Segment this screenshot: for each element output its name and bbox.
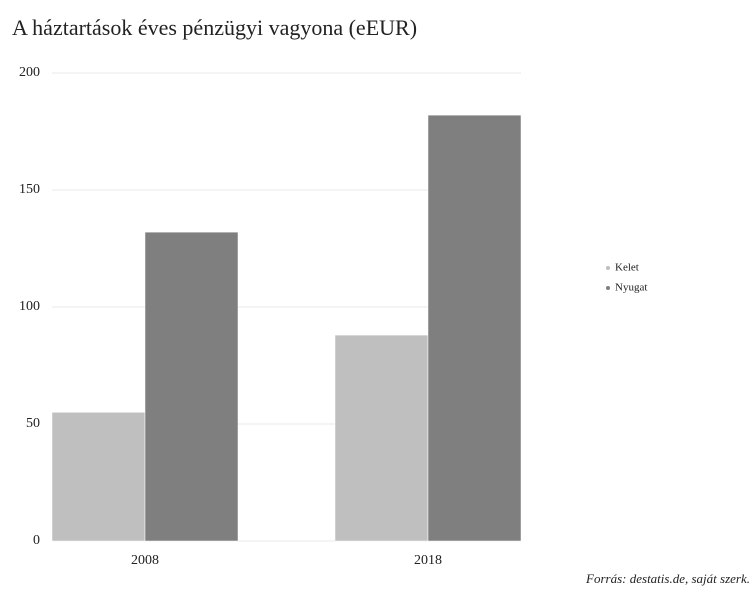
bar [144,231,239,542]
legend-label: Kelet [615,262,639,274]
y-tick-label: 50 [26,416,40,431]
bar [334,334,429,542]
y-tick-label: 200 [19,65,40,80]
chart-title: A háztartások éves pénzügyi vagyona (eEU… [12,15,417,40]
x-tick-label: 2018 [414,553,442,568]
y-tick-label: 0 [33,533,40,548]
bar [427,114,522,542]
y-tick-label: 100 [19,299,40,314]
legend-label: Nyugat [615,282,647,294]
y-tick-label: 150 [19,182,40,197]
x-tick-label: 2008 [131,553,159,568]
legend-swatch [606,266,610,270]
legend-swatch [606,286,610,290]
bar [51,412,146,542]
caption: Forrás: destatis.de, saját szerk. [585,571,750,586]
